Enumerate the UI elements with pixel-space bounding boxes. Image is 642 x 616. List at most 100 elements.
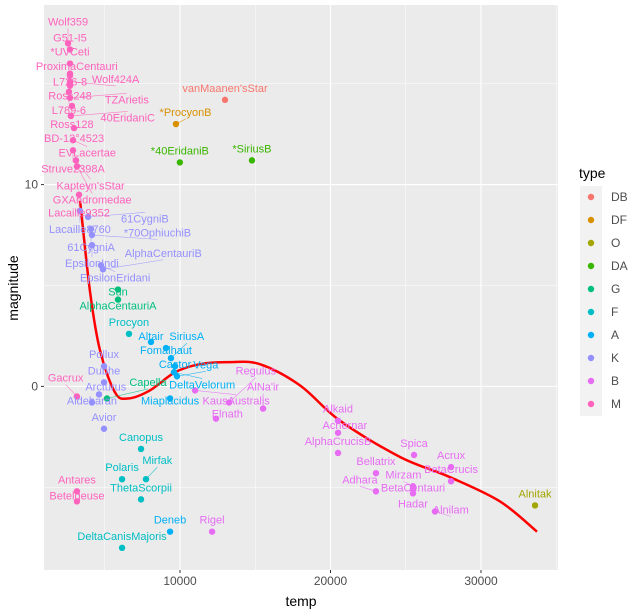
data-point <box>64 40 72 47</box>
point-label: *UVCeti <box>50 47 89 59</box>
point-label: Dubhe <box>88 365 120 377</box>
data-point <box>372 488 380 495</box>
point-label: Bellatrix <box>356 456 396 468</box>
point-label: Alkaid <box>323 404 353 416</box>
data-point <box>76 207 84 215</box>
data-point <box>65 88 73 95</box>
point-label: BetaCrucis <box>424 464 478 476</box>
legend-key-O <box>587 239 595 247</box>
label-leader-line <box>69 92 127 99</box>
data-point <box>114 286 122 293</box>
point-label: Procyon <box>109 317 149 329</box>
point-label: BD-12°4523 <box>44 133 104 145</box>
point-label: Spica <box>400 438 428 450</box>
point-label: Alnitak <box>519 488 553 500</box>
point-label: EpsilonIndi <box>65 258 119 270</box>
point-label: SiriusA <box>169 331 205 343</box>
data-point <box>68 102 76 110</box>
data-point <box>87 225 95 233</box>
label-leader-line <box>70 111 128 117</box>
legend-label: K <box>611 351 619 365</box>
data-point <box>73 498 81 505</box>
data-point <box>212 415 220 422</box>
label-leader-line <box>75 160 91 180</box>
data-point <box>73 393 81 400</box>
point-label: Mirfak <box>142 455 172 467</box>
data-point <box>114 296 122 303</box>
label-leader-line <box>106 388 149 399</box>
point-label: EpsilonEridani <box>80 273 150 285</box>
legend-key-M <box>587 400 595 408</box>
label-leader-line <box>102 259 164 270</box>
data-point <box>447 463 455 471</box>
point-label: Adhara <box>342 474 378 486</box>
point-label: *70OphiuchiB <box>124 227 191 239</box>
y-tick-label: 0 <box>31 379 38 393</box>
point-label: Lacaille8760 <box>49 224 111 236</box>
point-label: AlphaCrucisB <box>305 436 372 448</box>
plot-panel <box>44 5 558 570</box>
data-point <box>95 391 103 398</box>
legend-label: G <box>611 282 620 296</box>
point-label: *40EridaniB <box>151 145 209 157</box>
label-leader-line <box>195 390 237 395</box>
legend-label: DF <box>611 213 627 227</box>
data-point <box>66 46 74 53</box>
data-point <box>88 241 96 249</box>
data-point <box>118 544 126 552</box>
point-label: Fomalhaut <box>140 345 192 357</box>
point-label: Elnath <box>212 409 243 421</box>
point-label: AlNa'ir <box>247 382 279 394</box>
point-label: L789-6 <box>52 105 86 117</box>
legend-label: F <box>611 305 618 319</box>
x-tick-label: 20000 <box>314 574 348 588</box>
point-label: Deneb <box>154 515 186 527</box>
point-label: Wolf359 <box>48 16 88 28</box>
data-point <box>191 387 199 394</box>
legend-label: A <box>611 328 619 342</box>
point-label: Castor <box>159 359 192 371</box>
label-leader-line <box>170 343 188 359</box>
point-label: Rigel <box>200 515 225 527</box>
legend-label: B <box>611 374 619 388</box>
point-label: KausAustralis <box>203 396 271 408</box>
point-label: L726-8 <box>53 77 87 89</box>
point-label: 40EridaniC <box>101 112 155 124</box>
label-leader-line <box>76 166 93 194</box>
legend-key-F <box>587 308 595 316</box>
data-point <box>176 159 184 166</box>
legend-label: M <box>611 397 621 411</box>
grid <box>44 5 558 570</box>
data-point <box>88 231 96 239</box>
point-label: Regulus <box>236 366 277 378</box>
data-point <box>100 379 108 386</box>
points <box>64 40 539 552</box>
legend-label: DA <box>611 259 628 273</box>
legend-label: O <box>611 236 620 250</box>
point-label: Sun <box>108 287 128 299</box>
data-point <box>66 72 74 79</box>
point-label: Avior <box>92 412 117 424</box>
data-point <box>248 157 256 164</box>
label-leader-lines <box>65 28 451 517</box>
legend-label: DB <box>611 190 628 204</box>
label-leader-line <box>69 81 116 87</box>
data-point <box>173 373 181 380</box>
point-label: Arcturus <box>85 382 126 394</box>
x-tick-label: 10000 <box>163 574 197 588</box>
y-tick-label: 10 <box>25 178 39 192</box>
data-point <box>334 429 342 436</box>
point-label: Miaplacidus <box>141 395 200 407</box>
data-point <box>118 475 126 483</box>
point-label: Ross128 <box>50 119 93 131</box>
point-label: Capella <box>129 377 167 389</box>
data-point <box>334 417 342 424</box>
data-point <box>208 528 216 535</box>
point-label: BetaCentauri <box>381 482 445 494</box>
x-axis-title: temp <box>285 593 316 609</box>
label-leader-line <box>91 234 158 240</box>
point-label: Gacrux <box>48 372 84 384</box>
label-leader-line <box>173 371 203 379</box>
point-label: EVLacertae <box>58 148 115 160</box>
